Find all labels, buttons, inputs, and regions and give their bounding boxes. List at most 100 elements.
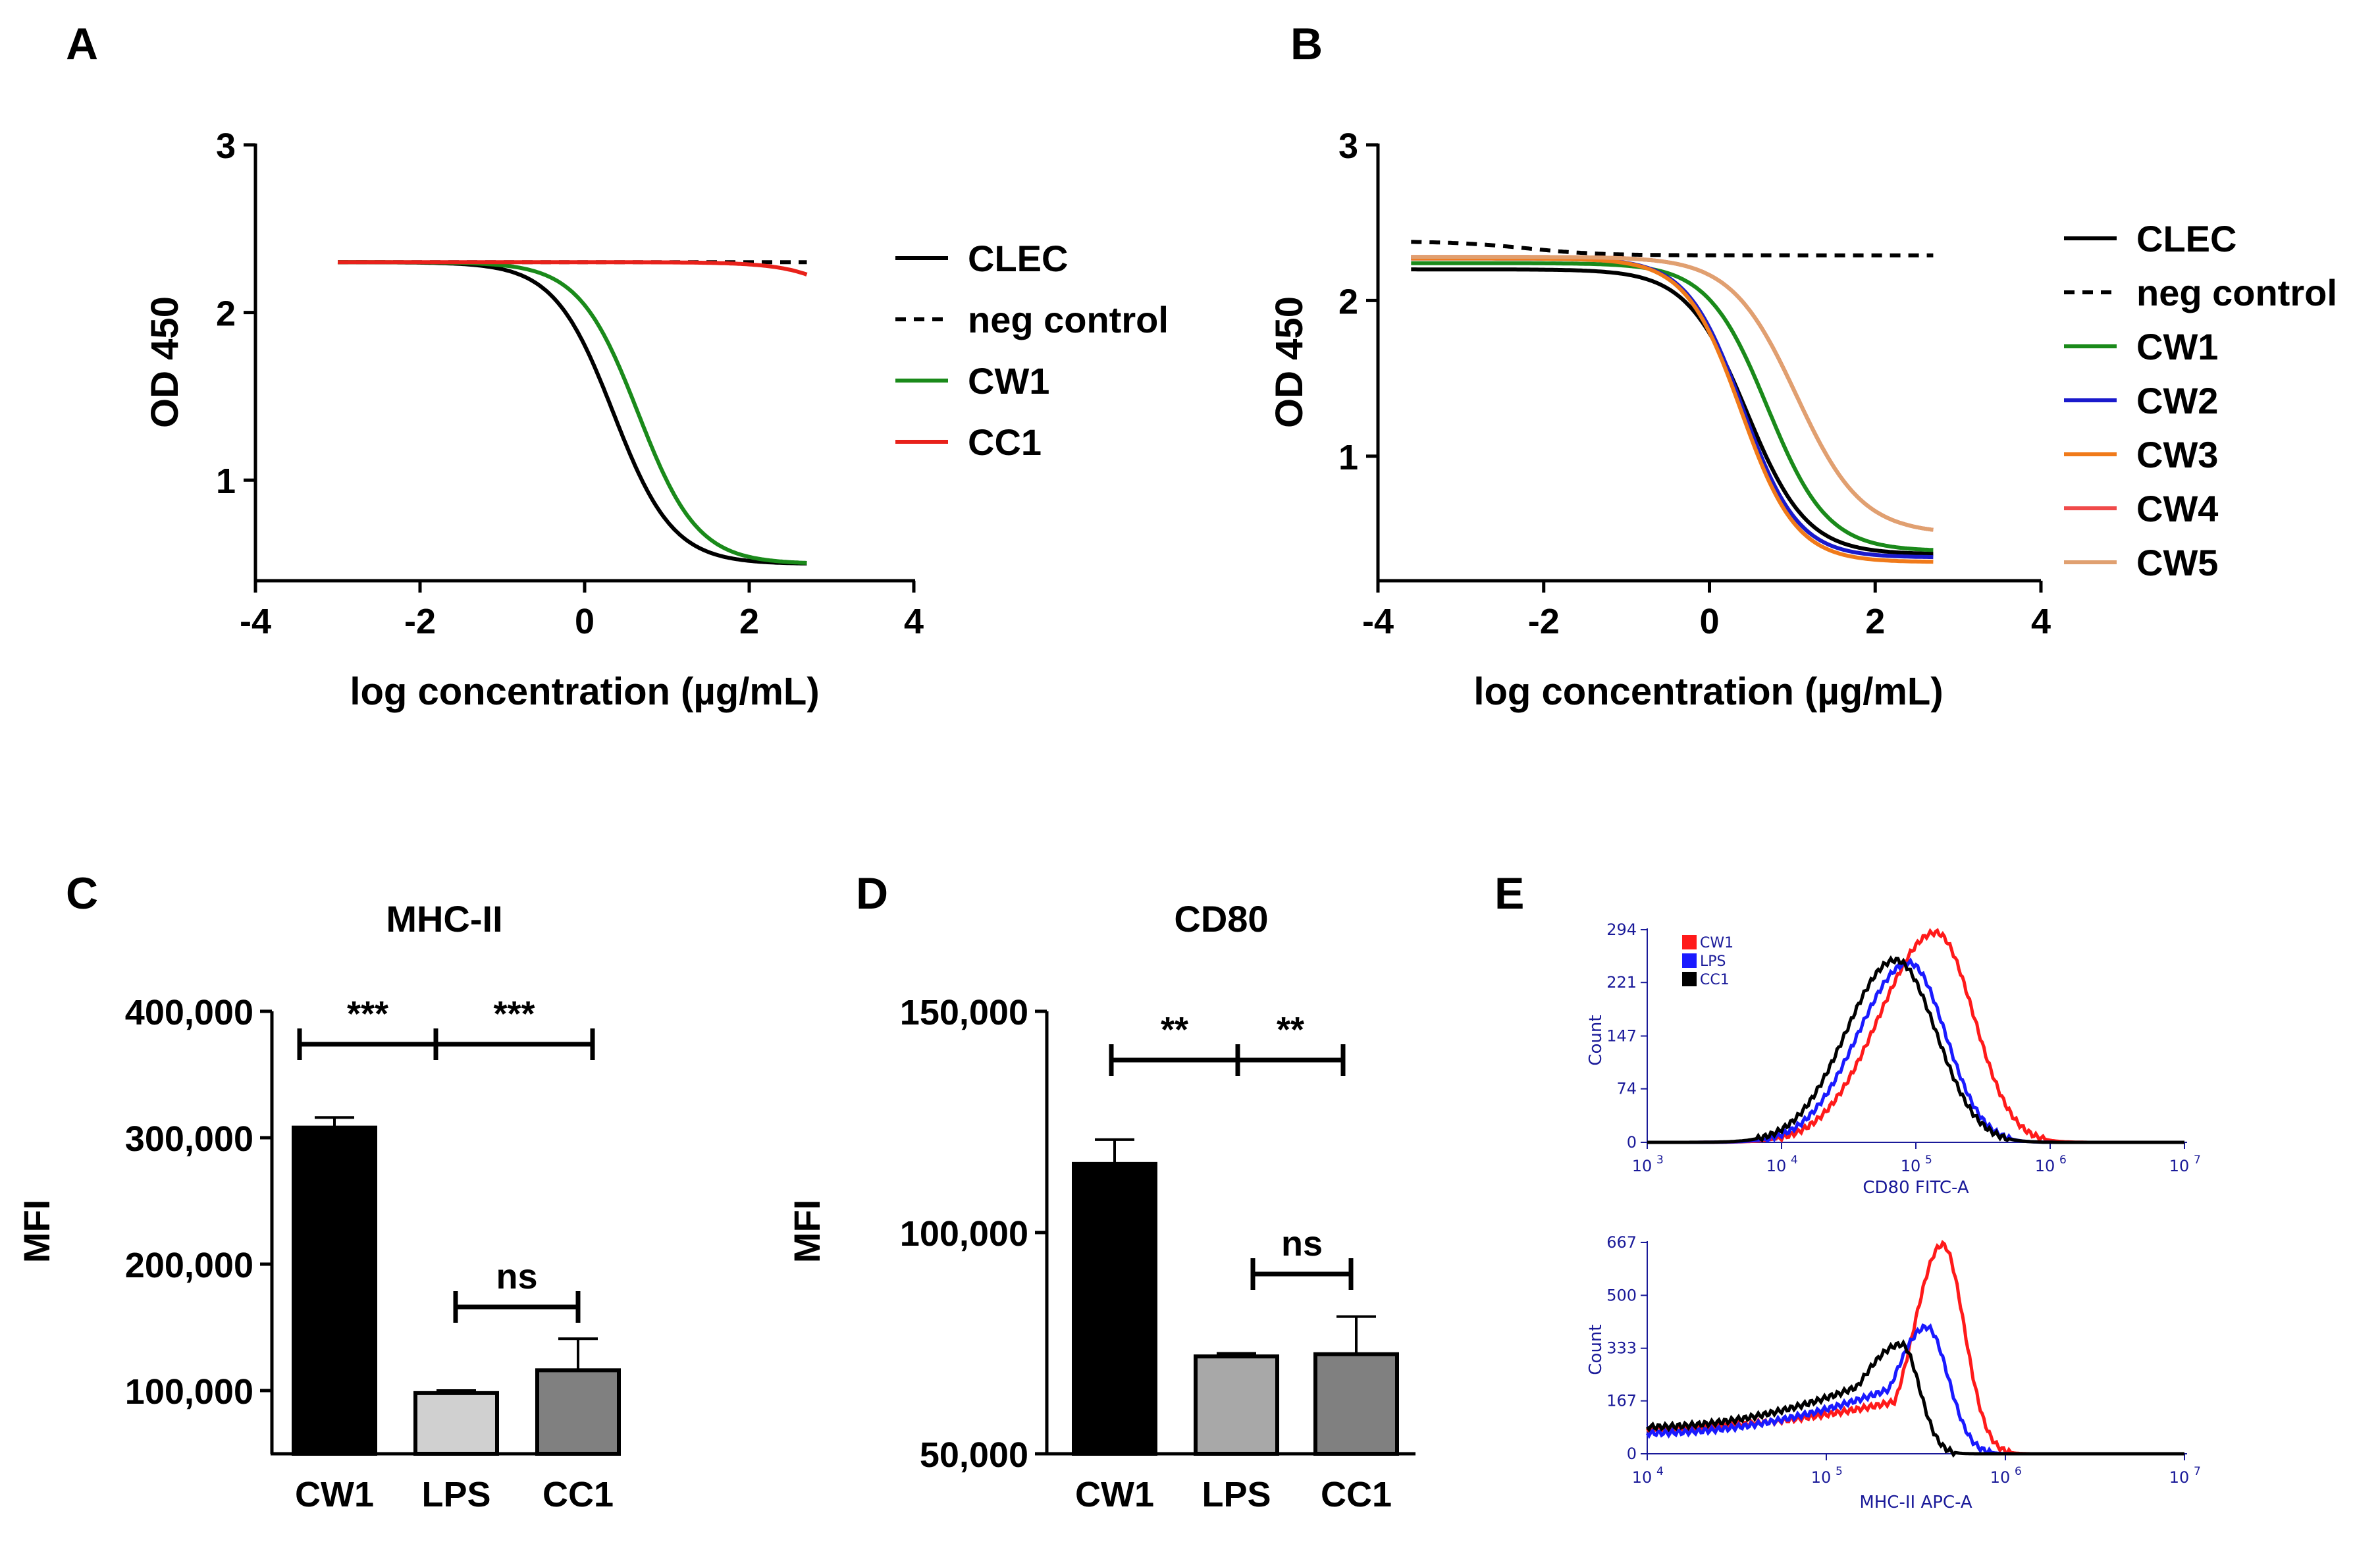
a-x-tick-label: -2 xyxy=(404,602,436,641)
a-legend-label-neg-control: neg control xyxy=(968,299,1169,340)
b-curve-cw2 xyxy=(1411,256,1934,560)
a-x-tick-label: 2 xyxy=(739,602,759,641)
e1-x-tick-base: 10 xyxy=(1632,1157,1653,1175)
d-significance-label: ** xyxy=(1277,1010,1304,1050)
b-legend-label-cw5: CW5 xyxy=(2136,542,2218,583)
c-significance-label: *** xyxy=(493,994,535,1034)
e-legend-label-cw1: CW1 xyxy=(1700,935,1733,951)
panel-a-x-axis-label: log concentration (µg/mL) xyxy=(350,670,819,713)
d-bar-cc1 xyxy=(1313,1352,1399,1456)
a-legend-label-cc1: CC1 xyxy=(968,421,1042,463)
a-x-tick-label: 4 xyxy=(904,602,924,641)
b-x-tick-label: 2 xyxy=(1865,602,1885,641)
b-curve-neg-control xyxy=(1411,240,1934,257)
panel-label-d: D xyxy=(856,868,888,918)
e-legend-label-cc1: CC1 xyxy=(1700,972,1730,988)
e1-y-tick-label: 0 xyxy=(1627,1133,1637,1152)
b-curve-cw4 xyxy=(1411,255,1934,532)
c-x-tick-label-cc1: CC1 xyxy=(542,1475,614,1514)
panel-c-chart: MHC-II 100,000 200,000 300,000 400,000 CW1 L… xyxy=(16,898,621,1514)
b-x-tick-label: 4 xyxy=(2031,602,2051,641)
d-x-tick-label-cc1: CC1 xyxy=(1321,1475,1392,1514)
c-y-tick-label: 300,000 xyxy=(125,1119,253,1159)
e2-x-tick-exponent: 4 xyxy=(1656,1465,1664,1478)
b-y-tick-label: 3 xyxy=(1338,126,1358,166)
b-legend-label-cw3: CW3 xyxy=(2136,434,2218,475)
e1-x-tick-base: 10 xyxy=(2035,1157,2055,1175)
panel-label-a: A xyxy=(66,19,98,69)
e1-y-tick-label: 294 xyxy=(1606,920,1637,939)
e2-x-tick-exponent: 5 xyxy=(1836,1465,1843,1478)
d-bar-cw1 xyxy=(1072,1161,1157,1456)
a-x-tick-label: 0 xyxy=(575,602,595,641)
e1-x-axis-label: CD80 FITC-A xyxy=(1863,1178,1969,1198)
b-x-tick-label: 0 xyxy=(1699,602,1719,641)
d-significance-label: ns xyxy=(1281,1224,1323,1263)
e1-y-axis-label: Count xyxy=(1586,1015,1606,1065)
e-legend-swatch-cw1 xyxy=(1682,935,1697,949)
a-curve-clec xyxy=(338,260,807,566)
e1-x-tick-exponent: 7 xyxy=(2194,1154,2201,1167)
panel-b-chart: 1 2 3 -4 -2 0 2 4 CLEC neg control CW1 CW2 CW3 CW4 C… xyxy=(1268,126,2337,713)
e1-x-tick-exponent: 6 xyxy=(2059,1154,2067,1167)
e2-x-tick-base: 10 xyxy=(1632,1468,1653,1487)
b-curve-cw3 xyxy=(1411,256,1934,564)
panel-b-y-axis-label: OD 450 xyxy=(1268,296,1311,428)
b-curve-cw1 xyxy=(1411,261,1934,552)
d-y-tick-label: 100,000 xyxy=(900,1214,1028,1254)
b-legend-label-cw4: CW4 xyxy=(2136,488,2218,529)
panel-a-y-axis-label: OD 450 xyxy=(144,296,186,428)
e2-histogram-cc1 xyxy=(1645,1339,2184,1458)
b-legend-label-cw2: CW2 xyxy=(2136,380,2218,421)
e1-x-tick-exponent: 3 xyxy=(1656,1154,1664,1167)
c-y-tick-label: 400,000 xyxy=(125,993,253,1032)
b-legend-label-neg-control: neg control xyxy=(2136,272,2337,313)
e2-x-tick-exponent: 7 xyxy=(2194,1465,2201,1478)
e1-x-tick-base: 10 xyxy=(1766,1157,1787,1175)
e2-y-axis-label: Count xyxy=(1586,1324,1606,1375)
b-curve-cw5 xyxy=(1411,255,1934,532)
panel-a-chart: 1 2 3 -4 -2 0 2 4 CLEC neg control CW1 CC1 log co… xyxy=(144,126,1169,713)
a-x-tick-label: -4 xyxy=(240,602,271,641)
b-legend-label-cw1: CW1 xyxy=(2136,326,2218,367)
e2-x-tick-base: 10 xyxy=(1990,1468,2011,1487)
panel-c-title: MHC-II xyxy=(386,898,502,940)
e2-y-tick-label: 333 xyxy=(1606,1339,1637,1358)
panel-d-y-axis-label: MFI xyxy=(786,1200,828,1263)
d-x-tick-label-lps: LPS xyxy=(1202,1475,1271,1514)
panel-label-b: B xyxy=(1290,19,1323,69)
c-bar-cw1 xyxy=(292,1125,377,1456)
c-bar-cc1 xyxy=(535,1368,621,1456)
b-x-tick-label: -4 xyxy=(1362,602,1394,641)
d-significance-label: ** xyxy=(1161,1010,1188,1050)
a-y-tick-label: 1 xyxy=(216,462,236,501)
a-curve-cw1 xyxy=(337,260,807,565)
a-y-tick-label: 2 xyxy=(216,294,236,334)
e2-y-tick-label: 167 xyxy=(1606,1392,1637,1410)
c-significance-label: ns xyxy=(496,1257,537,1296)
b-curve-clec xyxy=(1411,267,1934,556)
b-legend-label-clec: CLEC xyxy=(2136,218,2236,259)
d-x-tick-label-cw1: CW1 xyxy=(1075,1475,1154,1514)
e2-y-tick-label: 500 xyxy=(1606,1286,1637,1304)
d-y-tick-label: 150,000 xyxy=(900,993,1028,1032)
e1-x-tick-base: 10 xyxy=(2169,1157,2190,1175)
panel-label-c: C xyxy=(66,868,98,918)
panel-d-chart: CD80 50,000 100,000 150,000 CW1 LPS CC1 ** **… xyxy=(786,898,1415,1514)
e1-histogram-cw1 xyxy=(1647,928,2184,1144)
d-y-tick-label: 50,000 xyxy=(920,1435,1028,1475)
panel-d-title: CD80 xyxy=(1174,898,1268,940)
b-y-tick-label: 2 xyxy=(1338,282,1358,321)
e-legend-swatch-cc1 xyxy=(1682,972,1697,986)
b-y-tick-label: 1 xyxy=(1338,438,1358,477)
e2-y-tick-label: 667 xyxy=(1606,1233,1637,1252)
c-y-tick-label: 100,000 xyxy=(125,1372,253,1412)
e-legend-swatch-lps xyxy=(1682,953,1697,968)
panel-b-x-axis-label: log concentration (µg/mL) xyxy=(1473,670,1943,713)
e2-x-tick-exponent: 6 xyxy=(2015,1465,2022,1478)
a-legend-label-clec: CLEC xyxy=(968,238,1068,279)
